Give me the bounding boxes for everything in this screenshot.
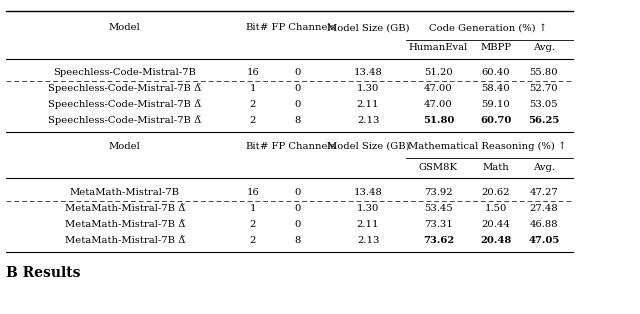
Text: # FP Channels: # FP Channels bbox=[260, 23, 335, 32]
Text: 27.48: 27.48 bbox=[530, 204, 558, 213]
Text: MetaMath-Mistral-7B Δ̃: MetaMath-Mistral-7B Δ̃ bbox=[65, 220, 185, 229]
Text: 1: 1 bbox=[250, 204, 256, 213]
Text: 0: 0 bbox=[294, 220, 301, 229]
Text: 73.31: 73.31 bbox=[424, 220, 452, 229]
Text: 58.40: 58.40 bbox=[482, 84, 510, 93]
Text: Model Size (GB): Model Size (GB) bbox=[326, 23, 410, 32]
Text: Speechless-Code-Mistral-7B Δ̃: Speechless-Code-Mistral-7B Δ̃ bbox=[48, 84, 202, 94]
Text: Mathematical Reasoning (%) ↑: Mathematical Reasoning (%) ↑ bbox=[408, 142, 567, 151]
Text: 47.05: 47.05 bbox=[528, 236, 560, 245]
Text: 1.30: 1.30 bbox=[357, 84, 379, 93]
Text: 0: 0 bbox=[294, 68, 301, 77]
Text: MetaMath-Mistral-7B Δ̃: MetaMath-Mistral-7B Δ̃ bbox=[65, 204, 185, 213]
Text: 47.00: 47.00 bbox=[424, 100, 452, 109]
Text: 2.13: 2.13 bbox=[357, 116, 379, 125]
Text: 60.70: 60.70 bbox=[480, 116, 512, 125]
Text: 2: 2 bbox=[250, 100, 256, 109]
Text: Speechless-Code-Mistral-7B Δ̃: Speechless-Code-Mistral-7B Δ̃ bbox=[48, 100, 202, 110]
Text: 53.45: 53.45 bbox=[424, 204, 452, 213]
Text: 1.50: 1.50 bbox=[485, 204, 507, 213]
Text: GSM8K: GSM8K bbox=[419, 163, 458, 171]
Text: MetaMath-Mistral-7B Δ̃: MetaMath-Mistral-7B Δ̃ bbox=[65, 236, 185, 245]
Text: 2: 2 bbox=[250, 116, 256, 125]
Text: HumanEval: HumanEval bbox=[409, 43, 468, 52]
Text: 2.11: 2.11 bbox=[356, 220, 380, 229]
Text: Model Size (GB): Model Size (GB) bbox=[326, 142, 410, 151]
Text: 52.70: 52.70 bbox=[530, 84, 558, 93]
Text: 47.00: 47.00 bbox=[424, 84, 452, 93]
Text: 2: 2 bbox=[250, 236, 256, 245]
Text: 56.25: 56.25 bbox=[528, 116, 560, 125]
Text: MetaMath-Mistral-7B: MetaMath-Mistral-7B bbox=[70, 188, 180, 197]
Text: MBPP: MBPP bbox=[481, 43, 511, 52]
Text: 73.92: 73.92 bbox=[424, 188, 452, 197]
Text: Bit: Bit bbox=[246, 142, 260, 151]
Text: 13.48: 13.48 bbox=[353, 188, 383, 197]
Text: Model: Model bbox=[109, 23, 141, 32]
Text: Speechless-Code-Mistral-7B Δ̃: Speechless-Code-Mistral-7B Δ̃ bbox=[48, 116, 202, 126]
Text: Avg.: Avg. bbox=[533, 163, 555, 171]
Text: Math: Math bbox=[483, 163, 509, 171]
Text: Avg.: Avg. bbox=[533, 43, 555, 52]
Text: # FP Channels: # FP Channels bbox=[260, 142, 335, 151]
Text: B Results: B Results bbox=[6, 266, 81, 280]
Text: 8: 8 bbox=[294, 236, 301, 245]
Text: 73.62: 73.62 bbox=[423, 236, 454, 245]
Text: 0: 0 bbox=[294, 100, 301, 109]
Text: 20.44: 20.44 bbox=[481, 220, 511, 229]
Text: 60.40: 60.40 bbox=[482, 68, 510, 77]
Text: 2.11: 2.11 bbox=[356, 100, 380, 109]
Text: 1.30: 1.30 bbox=[357, 204, 379, 213]
Text: 0: 0 bbox=[294, 204, 301, 213]
Text: Bit: Bit bbox=[246, 23, 260, 32]
Text: 20.62: 20.62 bbox=[482, 188, 510, 197]
Text: 46.88: 46.88 bbox=[530, 220, 558, 229]
Text: 51.20: 51.20 bbox=[424, 68, 452, 77]
Text: 0: 0 bbox=[294, 84, 301, 93]
Text: 16: 16 bbox=[246, 68, 259, 77]
Text: 20.48: 20.48 bbox=[481, 236, 511, 245]
Text: 47.27: 47.27 bbox=[530, 188, 558, 197]
Text: 13.48: 13.48 bbox=[353, 68, 383, 77]
Text: 1: 1 bbox=[250, 84, 256, 93]
Text: Model: Model bbox=[109, 142, 141, 151]
Text: 16: 16 bbox=[246, 188, 259, 197]
Text: 2: 2 bbox=[250, 220, 256, 229]
Text: 2.13: 2.13 bbox=[357, 236, 379, 245]
Text: 59.10: 59.10 bbox=[482, 100, 510, 109]
Text: Code Generation (%) ↑: Code Generation (%) ↑ bbox=[429, 23, 547, 32]
Text: 8: 8 bbox=[294, 116, 301, 125]
Text: 51.80: 51.80 bbox=[422, 116, 454, 125]
Text: Speechless-Code-Mistral-7B: Speechless-Code-Mistral-7B bbox=[53, 68, 196, 77]
Text: 53.05: 53.05 bbox=[530, 100, 558, 109]
Text: 0: 0 bbox=[294, 188, 301, 197]
Text: 55.80: 55.80 bbox=[530, 68, 558, 77]
